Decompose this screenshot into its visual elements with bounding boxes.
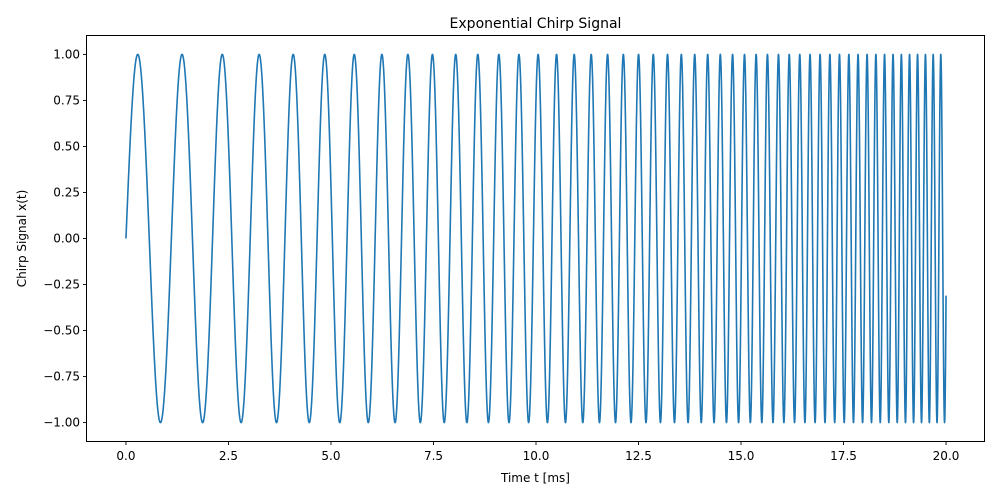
y-tick-label: 0.75 (53, 93, 80, 107)
x-tick-label: 7.5 (424, 449, 443, 463)
y-axis: −1.00 −0.75 −0.50 −0.25 0.00 0.25 0.50 0.75 1.00 (43, 47, 87, 430)
x-tick-label: 17.5 (830, 449, 857, 463)
x-tick-label: 0.0 (116, 449, 135, 463)
y-tick-label: −1.00 (43, 416, 80, 430)
x-axis-label: Time t [ms] (500, 471, 570, 485)
x-tick-label: 12.5 (625, 449, 652, 463)
chart-title: Exponential Chirp Signal (450, 16, 622, 32)
y-tick-label: 0.50 (53, 139, 80, 153)
y-tick-label: 0.00 (53, 232, 80, 246)
x-tick-label: 10.0 (523, 449, 550, 463)
x-tick-label: 20.0 (933, 449, 960, 463)
y-tick-label: −0.50 (43, 324, 80, 338)
x-tick-label: 15.0 (728, 449, 755, 463)
x-tick-label: 2.5 (219, 449, 238, 463)
y-tick-label: −0.25 (43, 278, 80, 292)
y-tick-label: 0.25 (53, 185, 80, 199)
plot-area (86, 35, 985, 442)
x-tick-label: 5.0 (321, 449, 340, 463)
y-tick-label: 1.00 (53, 47, 80, 61)
y-tick-label: −0.75 (43, 370, 80, 384)
series-line-chirp (125, 53, 947, 424)
x-axis: 0.0 2.5 5.0 7.5 10.0 12.5 15.0 17.5 20.0 (116, 441, 959, 463)
y-axis-label: Chirp Signal x(t) (15, 190, 29, 288)
